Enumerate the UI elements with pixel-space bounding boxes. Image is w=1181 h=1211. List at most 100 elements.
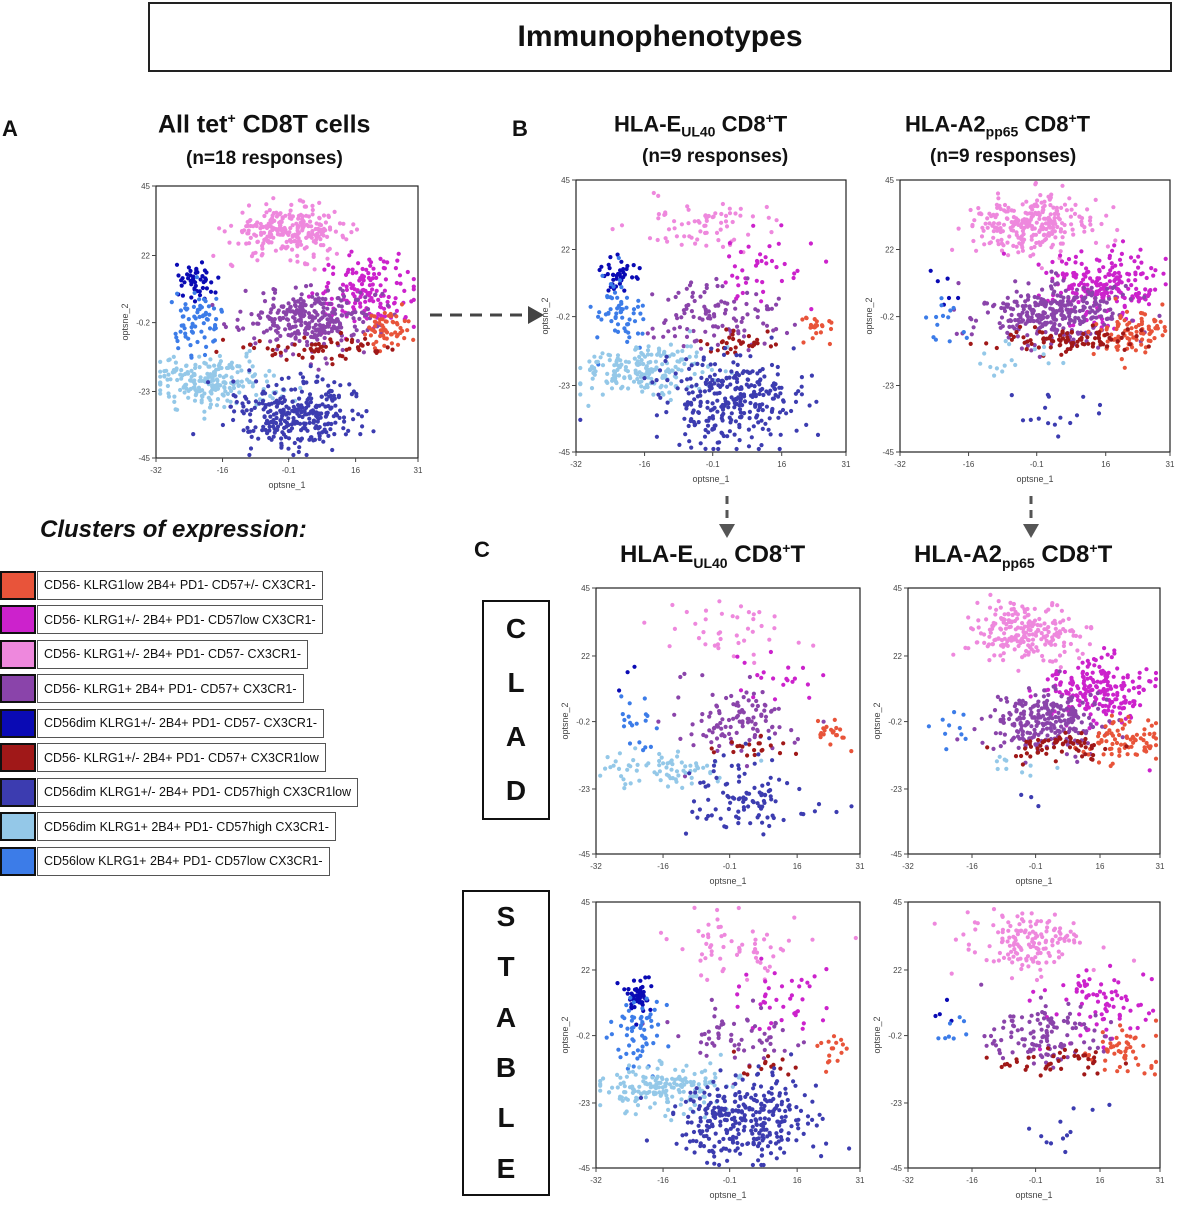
data-point-purple <box>1040 324 1045 329</box>
data-point-darkred <box>323 344 328 349</box>
data-point-purple <box>269 307 274 312</box>
data-point-pink <box>987 221 992 226</box>
data-point-purple <box>715 342 720 347</box>
data-point-darkred <box>725 350 730 355</box>
data-point-lightblue <box>666 367 671 372</box>
data-point-pink <box>1025 606 1030 612</box>
panel-label-b: B <box>512 116 528 141</box>
data-point-magenta <box>361 277 366 283</box>
data-point-indigo <box>1036 804 1041 809</box>
data-point-darkred <box>1035 750 1040 755</box>
data-point-lightblue <box>627 374 632 379</box>
data-point-indigo <box>725 793 730 799</box>
data-point-pink <box>1045 233 1050 238</box>
data-point-darkred <box>755 341 760 346</box>
data-point-indigo <box>299 428 304 433</box>
data-point-indigo <box>728 420 733 425</box>
data-point-darkred <box>1091 743 1096 748</box>
data-point-magenta <box>736 984 742 989</box>
data-point-pink <box>1079 219 1084 224</box>
dashed-arrow-down-right <box>1023 496 1039 538</box>
data-point-purple <box>297 338 302 344</box>
data-point-pink <box>1031 649 1036 654</box>
data-point-indigo <box>290 399 295 404</box>
data-point-darkred <box>727 335 732 340</box>
data-point-purple <box>1032 715 1037 720</box>
data-point-lightblue <box>608 765 613 770</box>
data-point-magenta <box>1060 271 1065 276</box>
data-point-blue <box>931 335 936 340</box>
data-point-purple <box>243 288 248 293</box>
data-point-indigo <box>753 404 758 409</box>
data-point-pink <box>995 205 1000 210</box>
data-point-indigo <box>767 823 772 829</box>
data-point-purple <box>298 301 303 306</box>
data-point-darkred <box>1096 335 1101 340</box>
data-point-pink <box>266 240 271 245</box>
data-point-orange <box>1154 326 1159 331</box>
data-point-blue <box>963 736 968 741</box>
data-point-pink <box>1025 624 1030 629</box>
data-point-pink <box>1044 226 1049 232</box>
data-point-magenta <box>358 301 363 306</box>
data-point-indigo <box>350 408 355 413</box>
data-point-indigo <box>333 411 339 416</box>
data-point-purple <box>1120 292 1125 297</box>
data-point-purple <box>780 1028 785 1033</box>
data-point-purple <box>1028 706 1033 711</box>
data-point-indigo <box>760 804 765 809</box>
data-point-lightblue <box>646 371 651 376</box>
data-point-pink <box>310 232 315 237</box>
data-point-purple <box>1071 337 1076 342</box>
data-point-lightblue <box>997 754 1002 759</box>
data-point-pink <box>1029 234 1034 239</box>
data-point-pink <box>1006 612 1011 617</box>
data-point-purple <box>1081 319 1087 324</box>
data-point-blue <box>614 311 619 316</box>
data-point-purple <box>1123 283 1128 289</box>
data-point-purple <box>676 1034 681 1039</box>
data-point-pink <box>720 244 726 249</box>
data-point-magenta <box>1085 703 1090 708</box>
panel-c-right-title: HLA-A2pp65 CD8+T <box>914 540 1113 571</box>
data-point-lightblue <box>673 364 678 369</box>
data-point-orange <box>824 1069 829 1074</box>
data-point-purple <box>1023 701 1028 707</box>
data-point-purple <box>741 695 746 700</box>
data-point-pink <box>297 198 302 203</box>
data-point-lightblue <box>1007 342 1012 347</box>
data-point-magenta <box>1147 289 1152 294</box>
data-point-darkred <box>1063 730 1068 735</box>
data-point-magenta <box>735 992 740 997</box>
data-point-indigo <box>713 807 718 812</box>
data-point-indigo <box>731 397 736 402</box>
data-point-purple <box>754 707 759 712</box>
data-point-magenta <box>1113 263 1118 268</box>
data-point-indigo <box>686 423 691 429</box>
data-point-purple <box>350 310 355 315</box>
data-point-blue <box>608 307 613 312</box>
data-point-magenta <box>1153 684 1158 689</box>
data-point-navy <box>956 295 961 301</box>
data-point-pink <box>985 225 990 230</box>
data-point-pink <box>264 224 269 229</box>
data-point-indigo <box>297 413 302 419</box>
data-point-pink <box>995 228 1000 233</box>
data-point-lightblue <box>239 368 244 373</box>
data-point-magenta <box>372 272 377 277</box>
data-point-pink <box>976 206 981 211</box>
data-point-indigo <box>324 397 329 402</box>
data-point-pink <box>1052 229 1057 234</box>
data-point-indigo <box>716 446 721 452</box>
data-point-purple <box>1067 711 1072 716</box>
data-point-magenta <box>1097 269 1102 274</box>
data-point-lightblue <box>184 363 189 368</box>
data-point-magenta <box>326 262 331 267</box>
data-point-pink <box>279 232 284 237</box>
data-point-blue <box>178 329 183 334</box>
data-point-darkred <box>1028 754 1033 759</box>
data-point-magenta <box>732 264 737 269</box>
data-point-pink <box>1005 639 1010 644</box>
data-point-purple <box>1045 706 1050 711</box>
data-point-lightblue <box>250 381 256 386</box>
